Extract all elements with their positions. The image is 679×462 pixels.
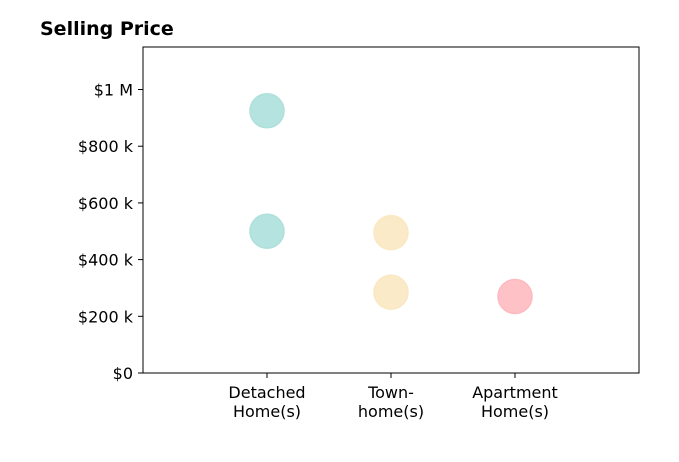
plot-area [142, 46, 640, 374]
data-point [373, 274, 409, 310]
x-tick-label-line: home(s) [358, 402, 424, 421]
x-tick-label: Detached Home(s) [228, 383, 305, 421]
x-tick-label-line: Town- [367, 383, 414, 402]
x-tick-label-line: Detached [228, 383, 305, 402]
y-tick-label: $800 k [78, 137, 134, 156]
data-points [249, 93, 533, 315]
x-tick-label: Town-home(s) [358, 383, 424, 421]
data-point [497, 278, 533, 315]
y-tick-label: $1 M [94, 81, 133, 100]
chart-title: Selling Price [40, 18, 174, 40]
y-axis: $0 $200 k $400 k $600 k $800 k $1 M [78, 81, 143, 383]
y-tick-label: $600 k [78, 194, 134, 213]
data-point [373, 214, 409, 251]
y-tick-label: $200 k [78, 307, 134, 326]
x-tick-label-line: Apartment [472, 383, 558, 402]
y-tick-label: $0 [113, 364, 133, 383]
data-point [249, 213, 285, 250]
data-point [249, 93, 285, 129]
x-tick-label-line: Home(s) [481, 402, 549, 421]
x-tick-label: Apartment Home(s) [472, 383, 558, 421]
x-axis: Detached Home(s)Town-home(s)Apartment Home… [228, 373, 558, 421]
x-tick-label-line: Home(s) [233, 402, 301, 421]
y-tick-label: $400 k [78, 251, 134, 270]
